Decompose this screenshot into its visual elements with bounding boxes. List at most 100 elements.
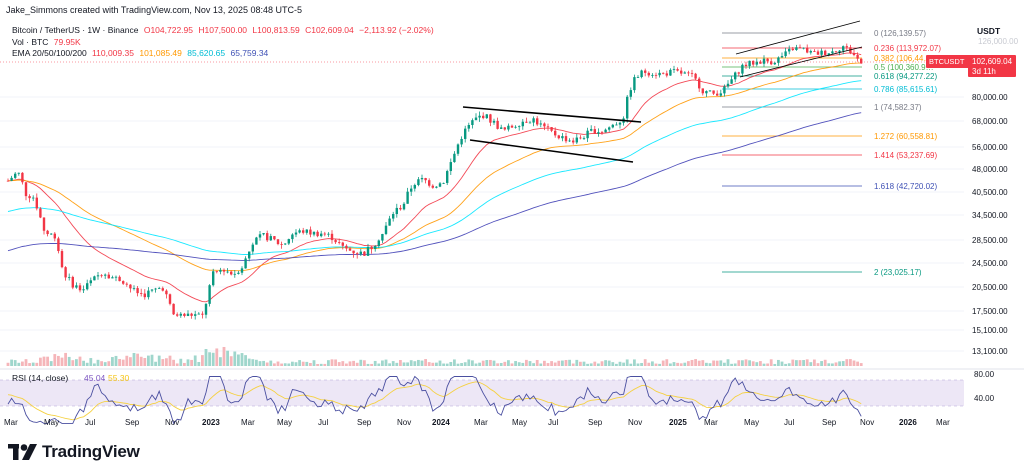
volume-bar	[78, 356, 82, 366]
volume-bar	[345, 363, 348, 366]
candle-body	[114, 276, 118, 278]
candle-body	[197, 313, 200, 315]
price-unit[interactable]: USDT	[977, 26, 1001, 36]
candle-body	[716, 93, 719, 96]
volume-bar	[49, 361, 53, 366]
candle-body	[492, 120, 496, 123]
candle-body	[759, 61, 762, 64]
price-axis-label-partial: 126,000.00	[978, 37, 1019, 46]
candle-body	[474, 117, 478, 121]
candle-body	[298, 230, 301, 233]
volume-bar	[125, 355, 129, 366]
volume-bar	[373, 360, 377, 366]
volume-bar	[816, 363, 820, 366]
volume-bar	[571, 363, 575, 366]
candle-body	[35, 197, 38, 209]
volume-label[interactable]: Vol · BTC	[12, 36, 49, 47]
candle-body	[244, 258, 247, 269]
volume-bar	[399, 360, 402, 366]
tradingview-logo[interactable]: TradingView	[8, 442, 140, 462]
volume-bar	[186, 359, 190, 366]
volume-bar	[107, 361, 111, 366]
volume-bar	[298, 360, 301, 366]
candle-body	[150, 289, 154, 291]
volume-bar	[31, 362, 35, 366]
candle-body	[359, 251, 362, 255]
time-axis-label: May	[277, 418, 292, 427]
volume-bar	[845, 359, 849, 366]
volume-bars	[6, 346, 863, 366]
candle-body	[32, 197, 35, 199]
volume-bar	[715, 360, 719, 366]
volume-bar	[773, 363, 777, 366]
candle-body	[420, 178, 424, 180]
candle-body	[410, 188, 413, 192]
ema-row: EMA 20/50/100/200 110,009.35 101,085.49 …	[12, 48, 437, 60]
candle-body	[82, 289, 85, 291]
volume-bar	[449, 361, 453, 366]
time-axis-label: May	[512, 418, 527, 427]
volume-bar	[143, 357, 147, 366]
price-axis-label: 20,500.00	[972, 283, 1008, 292]
volume-bar	[528, 361, 532, 366]
candle-body	[248, 251, 251, 259]
volume-bar	[28, 363, 31, 366]
candle-body	[201, 313, 204, 315]
candle-body	[658, 72, 661, 76]
candle-body	[809, 51, 812, 53]
candle-body	[251, 244, 254, 252]
candle-body	[766, 58, 769, 62]
price-axis-label: 68,000.00	[972, 117, 1008, 126]
volume-bar	[175, 363, 179, 366]
candle-body	[338, 242, 341, 243]
candle-body	[856, 55, 859, 59]
candle-body	[752, 60, 755, 65]
volume-bar	[582, 361, 586, 366]
ohlc-low: L100,813.59	[252, 25, 300, 35]
volume-bar	[197, 362, 201, 366]
volume-bar	[114, 355, 118, 366]
volume-bar	[564, 360, 568, 366]
rsi-axis-label: 80.00	[974, 370, 995, 379]
volume-bar	[849, 359, 852, 366]
candle-body	[482, 115, 485, 119]
ohlc-close: C102,609.04	[305, 25, 354, 35]
volume-bar	[751, 361, 755, 366]
volume-bar	[366, 363, 370, 366]
volume-bar	[13, 360, 17, 366]
candle-body	[734, 72, 737, 80]
volume-bar	[532, 363, 535, 366]
volume-bar	[827, 363, 831, 366]
candle-body	[262, 233, 265, 235]
candle-body	[590, 129, 593, 131]
volume-bar	[294, 362, 298, 366]
candle-body	[309, 229, 312, 235]
candle-body	[464, 128, 467, 139]
candle-body	[762, 58, 766, 64]
volume-bar	[215, 348, 219, 366]
candle-body	[111, 277, 114, 279]
volume-bar	[75, 359, 78, 366]
price-axis-label: 17,500.00	[972, 307, 1008, 316]
ema-label[interactable]: EMA 20/50/100/200	[12, 48, 87, 58]
volume-bar	[597, 363, 600, 366]
volume-bar	[330, 359, 334, 366]
volume-bar	[204, 349, 208, 366]
volume-bar	[269, 360, 273, 366]
candle-body	[28, 196, 31, 199]
volume-bar	[168, 355, 172, 366]
candle-body	[471, 120, 474, 126]
volume-bar	[157, 355, 161, 366]
candle-body	[287, 239, 290, 244]
candle-body	[60, 251, 64, 268]
volume-bar	[201, 355, 204, 366]
volume-bar	[859, 363, 863, 366]
candle-body	[363, 251, 366, 256]
volume-bar	[777, 359, 780, 366]
symbol-name[interactable]: Bitcoin / TetherUS · 1W · Binance	[12, 25, 139, 35]
volume-bar	[53, 354, 57, 366]
time-axis-label: 2024	[432, 418, 450, 427]
candle-body	[600, 132, 604, 133]
volume-bar	[240, 353, 244, 366]
